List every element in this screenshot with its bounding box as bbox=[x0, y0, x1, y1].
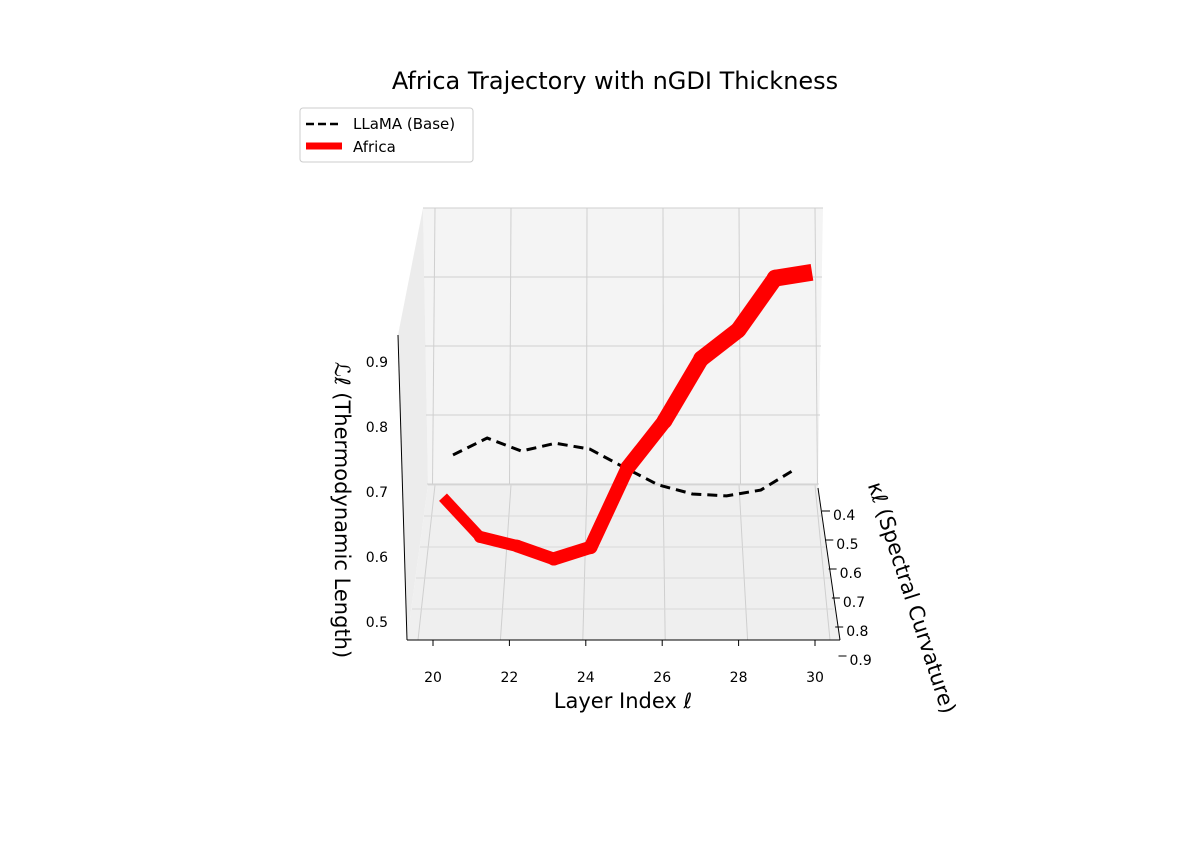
z-axis-line bbox=[817, 487, 841, 641]
legend-label-africa: Africa bbox=[353, 138, 396, 156]
series-point-africa bbox=[730, 322, 747, 339]
gridline-floor bbox=[738, 484, 749, 641]
chart-title: Africa Trajectory with nGDI Thickness bbox=[392, 67, 838, 95]
series-point-africa bbox=[620, 460, 635, 476]
series-segment-africa bbox=[584, 465, 634, 551]
z-tick-label: 0.7 bbox=[843, 595, 865, 611]
series-point-africa bbox=[473, 530, 486, 543]
series-point-africa bbox=[547, 552, 561, 566]
series-point-africa bbox=[510, 539, 524, 553]
gridline-floor bbox=[417, 484, 436, 641]
z-tick-label: 0.6 bbox=[840, 566, 862, 582]
series-point-africa bbox=[656, 413, 673, 429]
gridline-floor bbox=[499, 484, 512, 641]
y-axis-label: ℒℓ (Thermodynamic Length) bbox=[330, 362, 354, 658]
legend: LLaMA (Base) Africa bbox=[299, 107, 474, 163]
x-tick-label: 20 bbox=[424, 670, 442, 686]
x-tick-label: 30 bbox=[806, 670, 824, 686]
x-tick-label: 28 bbox=[730, 670, 748, 686]
left-wall bbox=[398, 208, 428, 640]
z-tick-label: 0.5 bbox=[836, 537, 858, 553]
series-segment-africa bbox=[439, 493, 484, 541]
series-segment-africa bbox=[657, 354, 709, 426]
x-axis-label: Layer Index ℓ bbox=[554, 689, 692, 713]
series-point-africa bbox=[766, 269, 784, 287]
gridline-floor bbox=[582, 484, 588, 641]
y-tick-label: 0.9 bbox=[366, 355, 388, 371]
gridline-floor bbox=[662, 484, 666, 641]
y-tick-label: 0.6 bbox=[366, 550, 388, 566]
y-tick-label: 0.7 bbox=[366, 485, 388, 501]
series-segment-africa bbox=[478, 531, 519, 552]
series-point-africa bbox=[583, 540, 598, 555]
x-tick-label: 26 bbox=[653, 670, 671, 686]
series-segment-africa bbox=[731, 273, 782, 335]
z-tick-label: 0.9 bbox=[850, 653, 872, 669]
z-tick-label: 0.4 bbox=[833, 508, 855, 524]
legend-label-base: LLaMA (Base) bbox=[353, 115, 455, 133]
series-segment-africa bbox=[621, 416, 671, 473]
z-tick-label: 0.8 bbox=[846, 624, 868, 640]
z-axis-label: κℓ (Spectral Curvature) bbox=[863, 479, 961, 717]
x-tick-label: 22 bbox=[500, 670, 518, 686]
y-tick-label: 0.5 bbox=[366, 615, 388, 631]
y-tick-label: 0.8 bbox=[366, 420, 388, 436]
series-point-africa bbox=[693, 350, 710, 367]
x-tick-label: 24 bbox=[577, 670, 595, 686]
floor bbox=[407, 485, 840, 640]
y-axis-line bbox=[397, 334, 408, 641]
gridline-floor bbox=[814, 484, 831, 641]
